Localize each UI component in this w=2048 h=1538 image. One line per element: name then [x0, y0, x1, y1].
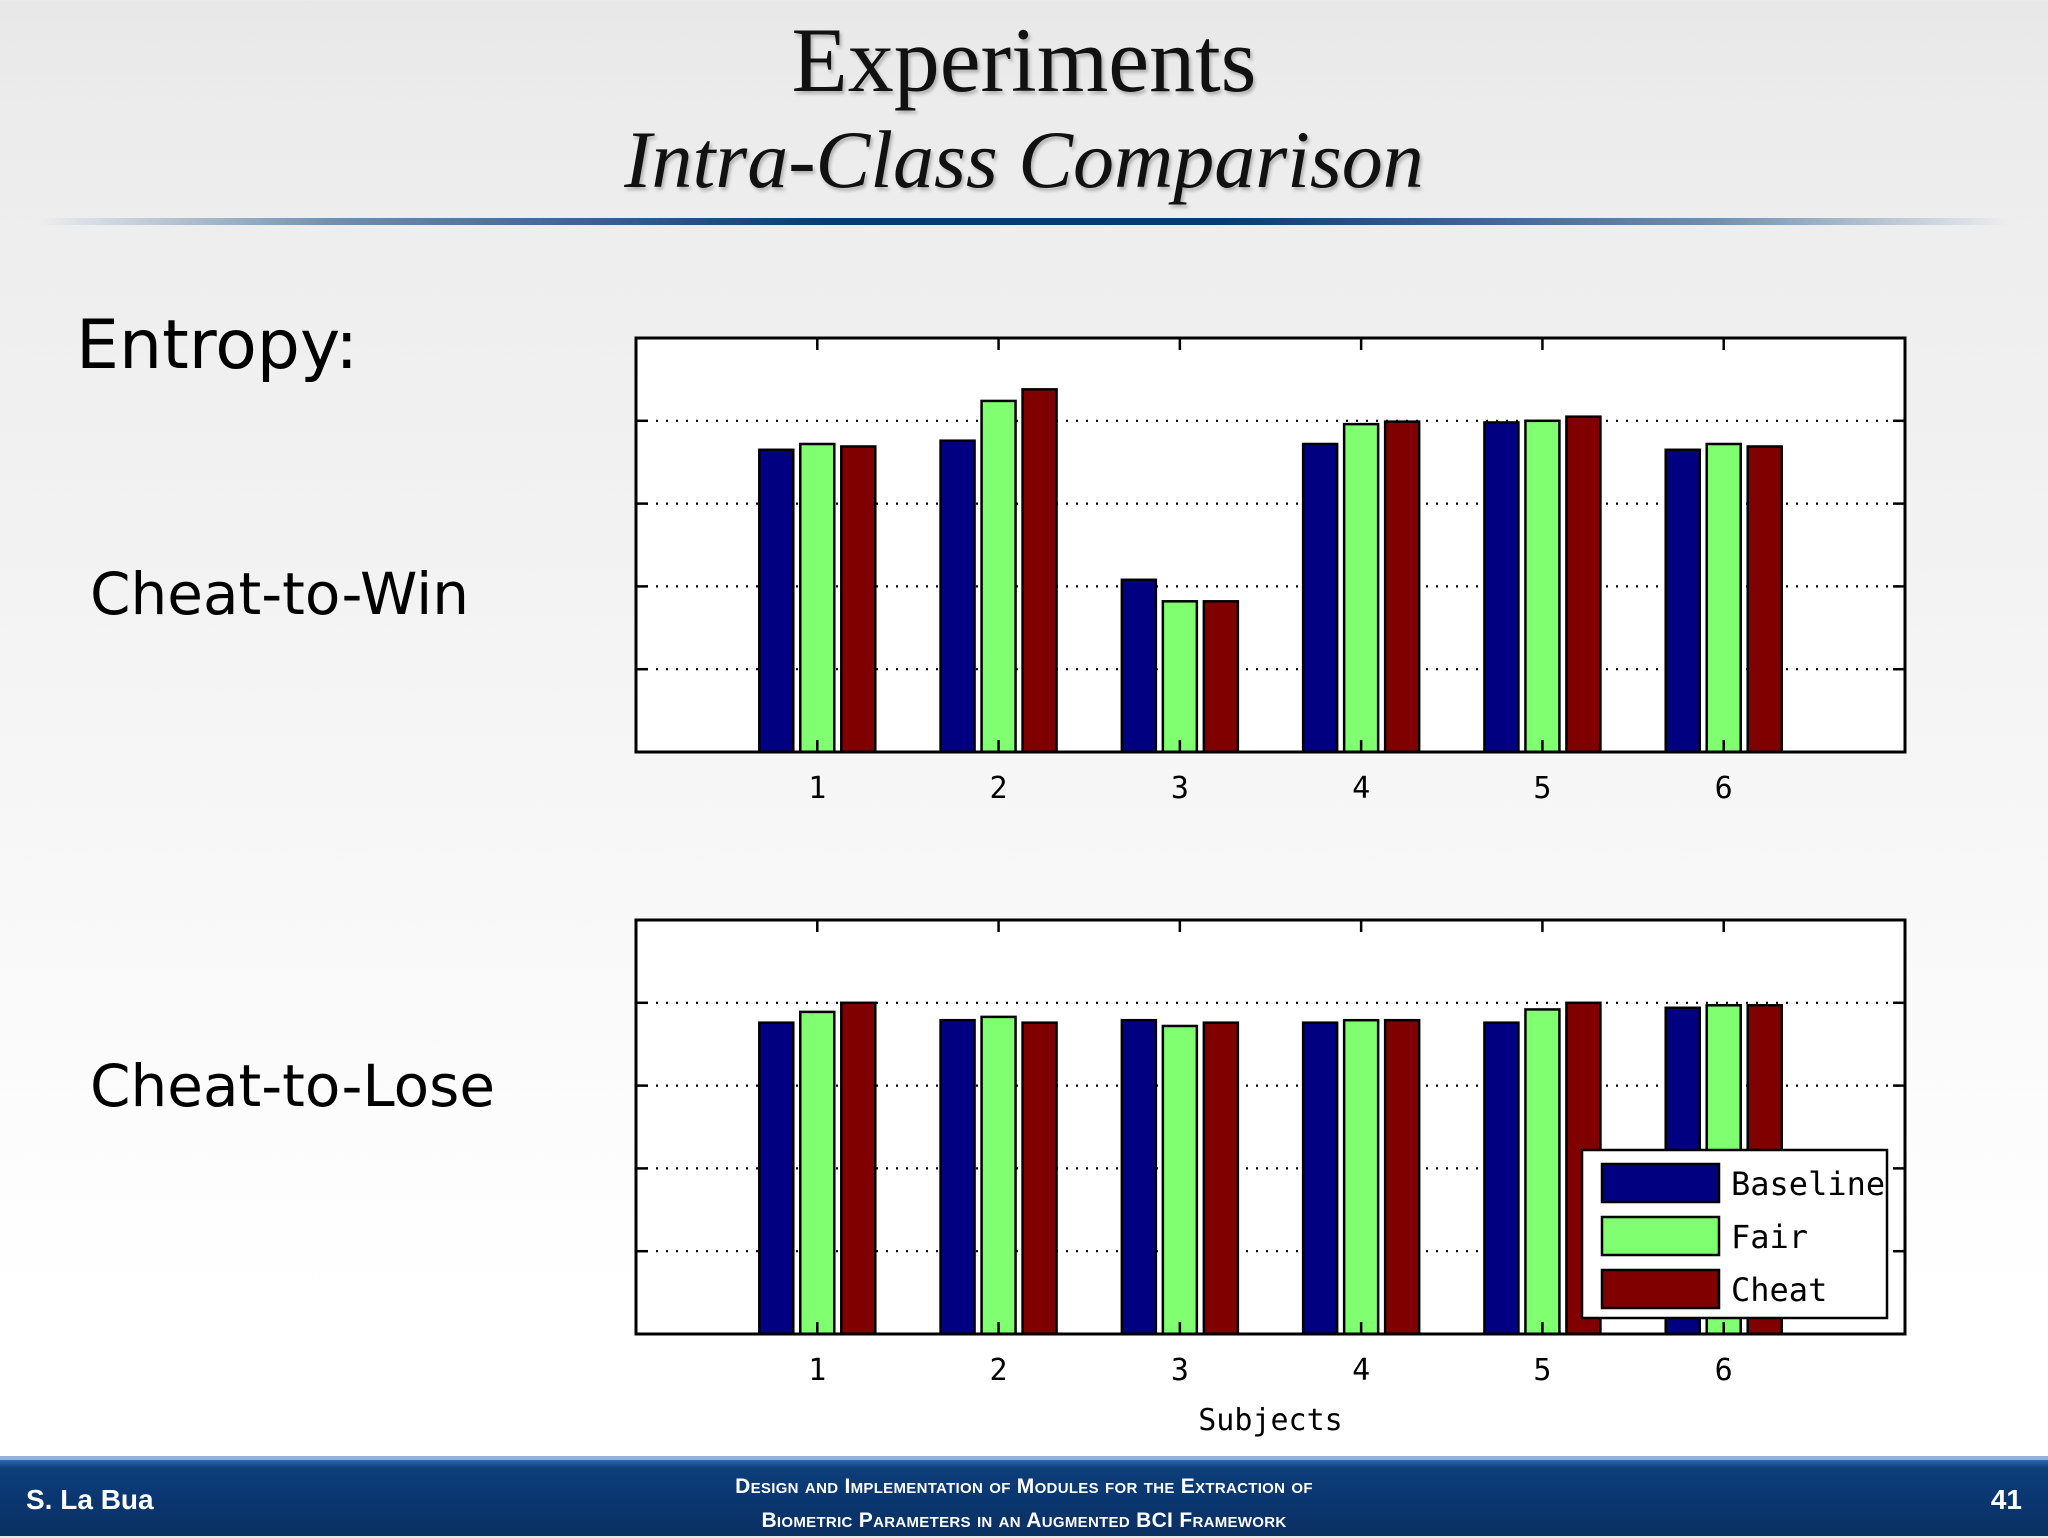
chart1-bar-cheat-6 — [1746, 445, 1783, 754]
chart2-x-tick-label: 4 — [1352, 1353, 1370, 1388]
chart1-x-tick-label: 2 — [990, 771, 1008, 806]
slide-title-block: Experiments Intra-Class Comparison — [0, 8, 2048, 208]
chart1-bar-fair-3 — [1161, 600, 1199, 754]
chart1-bar-baseline-3 — [1120, 578, 1158, 754]
slide-title: Experiments — [791, 9, 1257, 111]
chart2-bar-fair-3 — [1161, 1024, 1199, 1336]
footer-title: Design and Implementation of Modules for… — [574, 1470, 1474, 1538]
legend-label-cheat: Cheat — [1731, 1271, 1827, 1309]
entropy-charts: 1 2 3 4 5 6 1 2 3 4 5 6 Subjects Baseline Fair Cheat — [634, 336, 1907, 1438]
legend-label-baseline: Baseline — [1731, 1165, 1885, 1203]
chart1-bar-cheat-3 — [1202, 600, 1240, 754]
row-label-cheat-to-lose: Cheat-to-Lose — [90, 1052, 496, 1120]
section-label: Entropy: — [76, 306, 359, 385]
chart2-x-tick-label: 5 — [1533, 1353, 1551, 1388]
chart2-x-tick-label: 2 — [990, 1353, 1008, 1388]
title-divider — [40, 218, 2008, 225]
chart2-bar-cheat-3 — [1202, 1021, 1240, 1336]
chart1-bar-fair-2 — [980, 399, 1017, 754]
page-number: 41 — [1990, 1484, 2022, 1515]
chart2-bar-baseline-3 — [1120, 1018, 1158, 1336]
chart1-x-tick-label: 3 — [1171, 771, 1189, 806]
chart1-bar-fair-6 — [1705, 442, 1742, 754]
footer-title-line2: Biometric Parameters in an Augmented BCI… — [761, 1509, 1287, 1532]
chart2-bar-fair-4 — [1342, 1018, 1380, 1336]
chart1-x-tick-label: 4 — [1352, 771, 1370, 806]
chart1-bar-cheat-2 — [1021, 388, 1058, 754]
chart1-bar-baseline-5 — [1483, 421, 1520, 754]
chart2-bar-baseline-5 — [1483, 1021, 1520, 1336]
chart1-bar-baseline-6 — [1664, 448, 1701, 754]
chart1-x-tick-label: 6 — [1715, 771, 1733, 806]
chart2-bar-cheat-1 — [840, 1001, 877, 1336]
chart1-x-tick-label: 5 — [1533, 771, 1551, 806]
chart2-x-tick-label: 3 — [1171, 1353, 1189, 1388]
chart1-bar-baseline-2 — [939, 439, 976, 754]
footer-author: S. La Bua — [26, 1484, 154, 1515]
footer-title-line1: Design and Implementation of Modules for… — [735, 1475, 1313, 1498]
legend-label-fair: Fair — [1731, 1218, 1808, 1256]
chart1-bar-cheat-4 — [1383, 420, 1421, 754]
chart2-x-tick-label: 1 — [808, 1353, 826, 1388]
chart2-bar-baseline-4 — [1301, 1021, 1339, 1336]
chart1-bar-fair-4 — [1342, 422, 1380, 754]
row-label-cheat-to-win: Cheat-to-Win — [90, 560, 469, 628]
chart2-bar-fair-5 — [1524, 1008, 1561, 1336]
chart1-bar-cheat-5 — [1565, 415, 1602, 754]
chart1-bar-fair-5 — [1524, 419, 1561, 754]
chart2-bar-baseline-1 — [758, 1021, 795, 1336]
chart2-frame — [634, 918, 1907, 1336]
footer-bar: S. La Bua Design and Implementation of M… — [0, 1456, 2048, 1536]
chart1-bar-fair-1 — [799, 442, 836, 754]
chart1-bar-cheat-1 — [840, 445, 877, 754]
slide-subtitle: Intra-Class Comparison — [624, 114, 1424, 205]
chart1-bar-baseline-4 — [1301, 442, 1339, 754]
chart2-bar-fair-2 — [980, 1015, 1017, 1336]
chart1-frame — [634, 336, 1907, 754]
chart2-x-tick-label: 6 — [1715, 1353, 1733, 1388]
legend-swatch-fair — [1600, 1215, 1721, 1257]
chart2-x-axis-label: Subjects — [1198, 1403, 1343, 1438]
legend-swatch-baseline — [1600, 1162, 1721, 1204]
chart1-bar-baseline-1 — [758, 448, 795, 754]
chart2-bar-cheat-4 — [1383, 1018, 1421, 1336]
legend-swatch-cheat — [1600, 1268, 1721, 1310]
chart1-x-tick-label: 1 — [808, 771, 826, 806]
chart2-bar-cheat-2 — [1021, 1021, 1058, 1336]
chart2-bar-fair-1 — [799, 1010, 836, 1336]
chart2-bar-baseline-2 — [939, 1018, 976, 1336]
